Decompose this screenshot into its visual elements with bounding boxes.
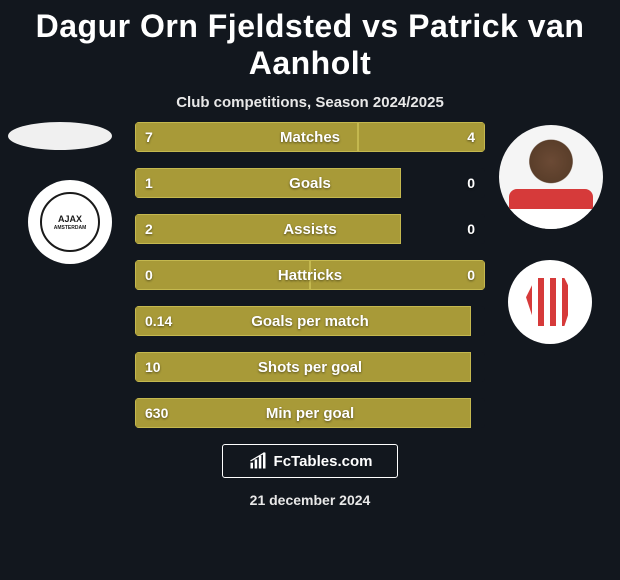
player-right-avatar [499,125,603,229]
stat-row: 74Matches [135,122,485,152]
stat-row: 00Hattricks [135,260,485,290]
ajax-badge-icon: AJAX AMSTERDAM [40,192,100,252]
comparison-bars: 74Matches 10Goals 20Assists 00Hattricks 0.14… [135,122,485,444]
chart-icon [248,451,268,471]
stat-label: Goals [135,168,485,198]
footer-date: 21 december 2024 [0,492,620,508]
footer-brand-text: FcTables.com [274,453,373,470]
stat-row: 10Shots per goal [135,352,485,382]
subtitle: Club competitions, Season 2024/2025 [0,94,620,111]
page-title: Dagur Orn Fjeldsted vs Patrick van Aanho… [0,0,620,82]
stat-row: 630Min per goal [135,398,485,428]
stat-row: 10Goals [135,168,485,198]
stat-label: Min per goal [135,398,485,428]
stat-row: 20Assists [135,214,485,244]
player-left-avatar [8,122,112,150]
player-left-club-badge: AJAX AMSTERDAM [28,180,112,264]
stat-label: Shots per goal [135,352,485,382]
player-right-club-badge [508,260,592,344]
stat-label: Matches [135,122,485,152]
sparta-badge-icon [522,274,578,330]
stat-label: Goals per match [135,306,485,336]
stat-label: Hattricks [135,260,485,290]
fctables-logo[interactable]: FcTables.com [222,444,398,478]
stat-row: 0.14Goals per match [135,306,485,336]
stat-label: Assists [135,214,485,244]
